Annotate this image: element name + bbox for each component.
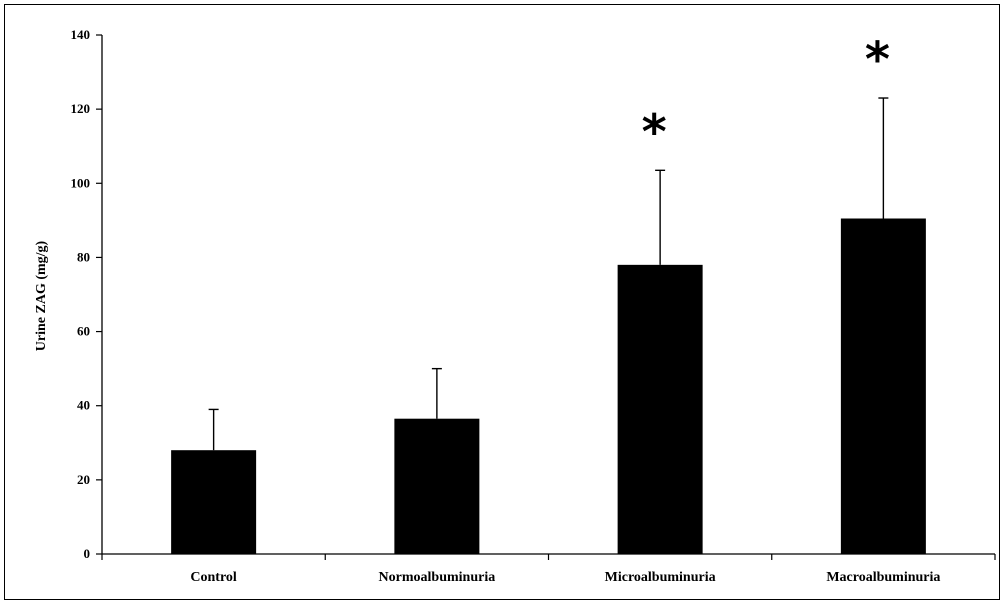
error-bars (208, 97, 889, 451)
category-label: Control (190, 570, 237, 585)
category-label: Microalbuminuria (605, 570, 716, 585)
y-tick-label: 80 (77, 249, 90, 264)
y-tick-label: 40 (77, 398, 90, 413)
y-tick-label: 100 (71, 175, 91, 190)
category-label: Normoalbuminuria (379, 570, 496, 585)
category-labels: Control Normoalbuminuria Microalbuminuria M… (190, 570, 940, 585)
category-label: Macroalbuminuria (826, 570, 940, 585)
y-tick-label: 60 (77, 324, 90, 339)
y-axis-title: Urine ZAG (mg/g) (34, 240, 49, 351)
significance-asterisk: * (642, 104, 667, 160)
significance-asterisk: * (865, 32, 890, 88)
y-tick-label: 20 (77, 472, 90, 487)
chart-frame: * * 0 20 40 60 80 100 120 140 Control Normoalbumi… (4, 4, 1000, 600)
bar (171, 450, 257, 554)
bar (617, 264, 703, 554)
y-tick-label: 120 (71, 101, 91, 116)
bar (840, 218, 926, 554)
y-tick-label: 140 (71, 27, 91, 42)
bar (394, 418, 480, 554)
y-tick-labels: 0 20 40 60 80 100 120 140 (71, 27, 91, 561)
y-tick-label: 0 (84, 546, 91, 561)
bars (171, 218, 926, 554)
significance-markers: ** (642, 32, 890, 160)
